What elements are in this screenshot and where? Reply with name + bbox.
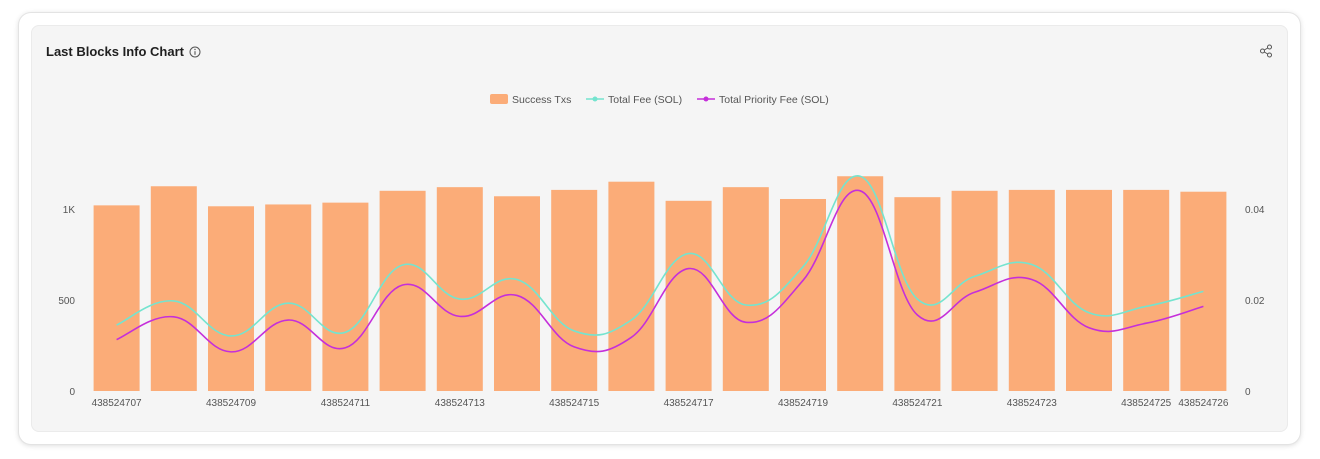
legend-label: Total Fee (SOL) [608,94,682,106]
left-y-axis: 0 500 1K [58,205,75,398]
x-axis-tick-label: 438524723 [1007,398,1057,409]
chart-title: Last Blocks Info Chart [46,44,184,59]
legend-item-success-txs[interactable]: Success Txs [490,94,571,106]
success-txs-bar[interactable] [150,186,197,391]
x-axis-tick-label: 438524715 [549,398,599,409]
total-priority-fee-line[interactable] [116,189,1204,353]
success-txs-bar[interactable] [722,187,769,391]
x-axis-tick-label: 438524711 [321,398,371,409]
bar-series [93,176,1227,391]
success-txs-bar[interactable] [665,200,712,391]
line-series [116,175,1204,353]
right-axis-tick-label: 0.04 [1245,205,1265,216]
legend-label: Success Txs [512,94,571,106]
success-txs-bar[interactable] [1008,189,1055,391]
legend-swatch-bar [490,94,508,104]
legend-swatch-marker [703,96,709,102]
success-txs-bar[interactable] [322,202,369,391]
right-axis-tick-label: 0 [1245,387,1251,398]
x-axis-tick-label: 438524721 [892,398,942,409]
right-y-axis: 0 0.02 0.04 [1245,205,1265,398]
legend-item-total-priority-fee[interactable]: Total Priority Fee (SOL) [697,94,829,106]
success-txs-bar[interactable] [1066,189,1112,391]
success-txs-bar[interactable] [551,189,598,391]
success-txs-bar[interactable] [379,190,426,391]
left-axis-tick-label: 1K [63,205,76,216]
info-icon[interactable] [189,46,201,58]
x-axis-tick-label: 438524726 [1178,398,1228,409]
success-txs-bar[interactable] [608,181,655,391]
x-axis-tick-label: 438524707 [92,398,142,409]
success-txs-bar[interactable] [837,176,884,391]
legend-item-total-fee[interactable]: Total Fee (SOL) [586,94,682,106]
x-axis-tick-label: 438524713 [435,398,485,409]
legend-swatch-marker [592,96,598,102]
x-axis: 438524707 438524709 438524711 438524713 4385… [92,398,1229,409]
right-axis-tick-label: 0.02 [1245,296,1265,307]
success-txs-bar[interactable] [951,190,998,391]
x-axis-tick-label: 438524709 [206,398,256,409]
success-txs-bar[interactable] [494,196,540,391]
legend-label: Total Priority Fee (SOL) [719,94,829,106]
success-txs-bar[interactable] [265,204,312,391]
success-txs-bar[interactable] [436,187,483,391]
chart-legend[interactable]: Success Txs Total Fee (SOL) Total Priority… [490,94,829,106]
total-fee-line[interactable] [116,175,1204,337]
x-axis-tick-label: 438524719 [778,398,828,409]
success-txs-bar[interactable] [1123,189,1170,391]
left-axis-tick-label: 500 [58,296,75,307]
share-icon[interactable] [1259,44,1273,58]
left-axis-tick-label: 0 [69,387,75,398]
card-header: Last Blocks Info Chart [46,44,201,59]
x-axis-tick-label: 438524717 [664,398,714,409]
x-axis-tick-label: 438524725 [1121,398,1171,409]
success-txs-bar[interactable] [894,197,941,391]
success-txs-bar[interactable] [780,198,826,391]
success-txs-bar[interactable] [93,205,140,391]
success-txs-bar[interactable] [208,206,254,391]
